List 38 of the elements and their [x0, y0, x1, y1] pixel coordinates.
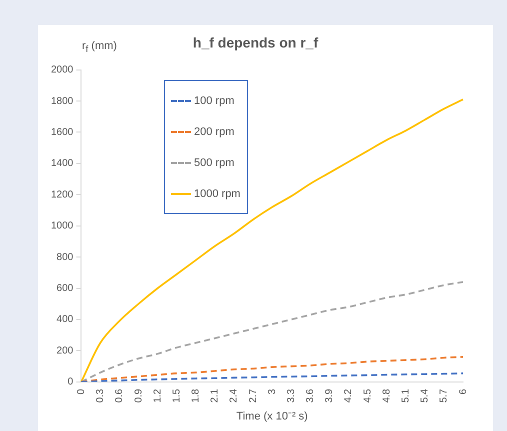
y-tick-label: 800 [56, 252, 74, 263]
x-tick-label: 4.2 [343, 388, 354, 403]
y-axis-title: r$_{f}$ (mm) [82, 40, 117, 54]
x-tick-label: 1.2 [152, 388, 164, 403]
x-tick-label: 3 [266, 388, 278, 394]
x-tick-label: 5.1 [400, 388, 412, 403]
chart-title: h_f depends on r_f [192, 34, 318, 50]
x-tick-label: 1.8 [190, 388, 202, 403]
y-tick-label: 200 [56, 345, 74, 356]
x-tick-label: 2.1 [210, 388, 221, 403]
y-tick-label: 1200 [50, 189, 74, 200]
y-tick-label: 2000 [50, 64, 74, 76]
y-tick-label: 1000 [50, 220, 74, 232]
x-tick-label: 0.6 [114, 388, 126, 403]
x-tick-label: 3.6 [305, 388, 316, 403]
x-tick-label: 0.9 [133, 388, 144, 403]
y-tick-label: 400 [56, 314, 74, 326]
x-tick-label: 2.4 [228, 388, 240, 403]
x-tick-label: 4.5 [362, 388, 374, 403]
x-tick-label: 5.4 [420, 388, 431, 403]
y-tick-label: 1800 [50, 96, 74, 107]
legend-label: 100 rpm [194, 94, 234, 106]
y-tick-label: 1400 [50, 158, 74, 170]
legend-label: 1000 rpm [194, 188, 240, 200]
x-tick-label: 5.7 [438, 388, 450, 403]
x-tick-label: 3.3 [286, 388, 297, 403]
x-tick-label: 0 [76, 388, 87, 394]
y-tick-label: 1600 [50, 126, 74, 138]
x-tick-label: 2.7 [248, 388, 259, 403]
y-tick-label: 600 [56, 283, 74, 294]
x-tick-label: 4.8 [381, 388, 392, 403]
x-tick-label: 6 [458, 388, 469, 394]
x-axis-title: Time (x 10⁻² s) [236, 410, 308, 422]
x-tick-label: 0.3 [95, 388, 106, 403]
legend-label: 200 rpm [194, 126, 234, 138]
legend-label: 500 rpm [194, 156, 234, 168]
x-tick-label: 1.5 [171, 388, 182, 403]
x-tick-label: 3.9 [324, 388, 336, 403]
